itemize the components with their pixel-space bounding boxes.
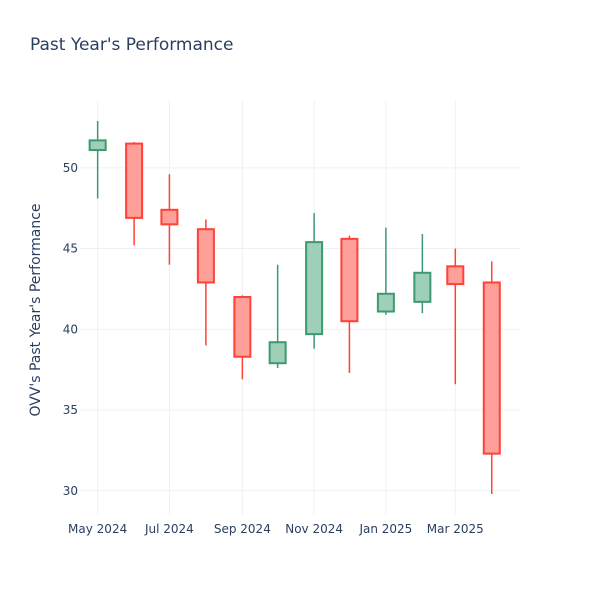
candle-body [88,139,107,152]
x-tick-label: Mar 2025 [427,522,484,536]
x-tick-label: Nov 2024 [285,522,343,536]
y-tick-label: 45 [63,242,78,256]
candle-body [413,271,432,303]
candle-body [125,142,144,219]
candle-body [233,296,252,358]
y-tick-label: 50 [63,161,78,175]
candle [160,174,179,265]
y-axis-ticks: 30 35 40 45 50 [63,161,78,498]
candle [482,261,501,495]
candle-body [268,341,287,365]
x-tick-label: Jan 2025 [358,522,412,536]
x-axis-ticks: May 2024 Jul 2024 Sep 2024 Nov 2024 Jan 2025… [68,522,484,536]
candles [88,120,501,495]
candle-body [196,228,215,284]
chart-title: Past Year's Performance [30,35,234,55]
candle [340,235,359,373]
y-tick-label: 30 [63,484,78,498]
candle [413,234,432,314]
candle-body [160,208,179,226]
x-tick-label: Sep 2024 [214,522,271,536]
candle-body [340,237,359,323]
candle [88,120,107,199]
candle-body [376,292,395,313]
y-tick-label: 35 [63,403,78,417]
candle-body [446,265,465,286]
y-axis-title: OVV's Past Year's Performance [28,203,44,416]
candle [125,141,144,246]
candle [233,295,252,380]
y-tick-label: 40 [63,322,78,336]
x-tick-label: Jul 2024 [144,522,194,536]
x-tick-label: May 2024 [68,522,127,536]
gridlines [80,100,520,515]
candle-body [305,241,324,336]
candle [196,219,215,346]
candle [446,248,465,385]
candle [376,227,395,315]
candle [305,213,324,349]
candle-body [482,281,501,455]
candle [268,264,287,369]
